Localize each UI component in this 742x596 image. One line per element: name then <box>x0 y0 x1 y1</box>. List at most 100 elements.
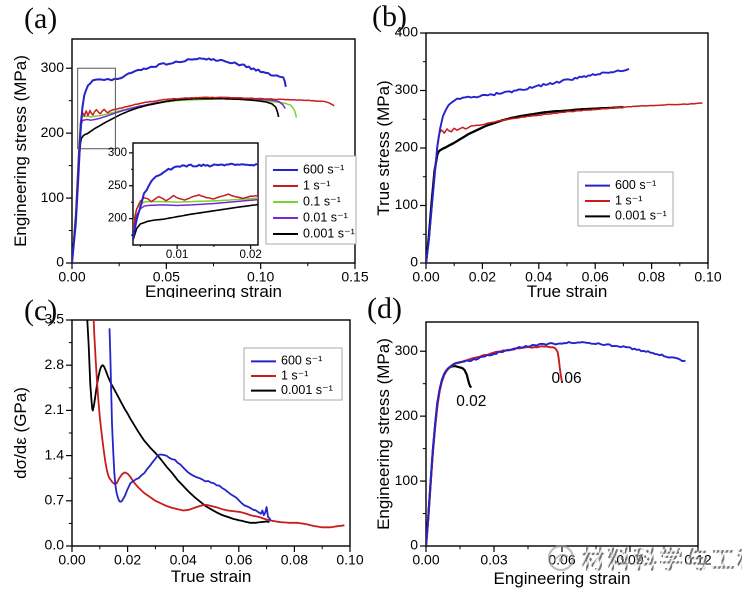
panel-label-c: (c) <box>24 294 58 327</box>
svg-text:0.04: 0.04 <box>170 551 197 567</box>
watermark-logo-icon <box>547 544 575 571</box>
series-0.001-s- <box>133 203 258 243</box>
chart-c-work-hardening-rate: 0.00 0.02 0.04 0.06 0.08 0.10 0.0 0.7 1.4 2.1 2.8 3… <box>11 311 364 586</box>
series-600-s- <box>133 162 258 244</box>
annotation-0.02: 0.02 <box>456 393 486 410</box>
svg-text:200: 200 <box>41 124 65 140</box>
plot-frame <box>425 32 709 264</box>
svg-text:0.01: 0.01 <box>166 249 188 261</box>
panel-b-plot: 0.00 0.02 0.04 0.06 0.08 0.10 0 100 200 300 400 Tru… <box>374 24 722 298</box>
svg-text:200: 200 <box>395 407 419 423</box>
legend-label: 0.001 s⁻¹ <box>303 226 355 240</box>
x-axis-label: True strain <box>527 282 608 298</box>
plot-frame <box>425 321 699 547</box>
legend-label: 0.001 s⁻¹ <box>615 209 667 223</box>
svg-text:0.02: 0.02 <box>114 551 141 567</box>
svg-text:0.00: 0.00 <box>412 551 439 567</box>
svg-text:0.08: 0.08 <box>638 268 665 284</box>
x-axis-label: Engineering strain <box>145 282 282 298</box>
series-1-s- <box>92 320 345 529</box>
panel-d-plot: 0.000.030.060.090.120100200300Engineerin… <box>374 321 712 588</box>
inset-plot: 0.01 0.02 200 250 300 <box>108 142 262 261</box>
series-0.01-s- <box>133 198 258 232</box>
series-0.001-s- <box>86 320 270 524</box>
svg-text:0.15: 0.15 <box>341 268 368 284</box>
series-1-s- <box>426 102 703 263</box>
svg-text:0.0: 0.0 <box>45 537 65 553</box>
legend-label: 1 s⁻¹ <box>615 193 642 207</box>
svg-text:200: 200 <box>108 213 127 225</box>
svg-text:100: 100 <box>395 472 419 488</box>
annotation-0.06: 0.06 <box>551 370 581 387</box>
svg-text:0: 0 <box>56 254 64 270</box>
watermark: 材料科学与工程 <box>546 540 742 575</box>
svg-text:200: 200 <box>395 139 419 155</box>
svg-text:0.04: 0.04 <box>525 268 552 284</box>
svg-text:0.02: 0.02 <box>469 268 496 284</box>
series-0.001-s- <box>72 97 280 263</box>
legend: 600 s⁻¹1 s⁻¹ 0.001 s⁻¹ <box>577 171 674 227</box>
legend-label: 1 s⁻¹ <box>281 368 308 382</box>
svg-text:3.5: 3.5 <box>45 311 65 327</box>
svg-text:100: 100 <box>41 189 65 205</box>
svg-text:0.05: 0.05 <box>153 268 180 284</box>
panel-label-b: (b) <box>372 0 407 33</box>
plot-frame <box>132 142 259 246</box>
legend-label: 1 s⁻¹ <box>303 178 330 192</box>
series-600-s- <box>108 328 272 522</box>
svg-text:300: 300 <box>108 147 127 159</box>
legend-label: 600 s⁻¹ <box>281 354 322 368</box>
svg-text:0.00: 0.00 <box>58 268 85 284</box>
y-axis-label: Engineering stress (MPa) <box>374 338 393 530</box>
chart-b-true-stress-strain: 0.00 0.02 0.04 0.06 0.08 0.10 0 100 200 300 400 Tru… <box>374 24 722 298</box>
series-0.001-s- <box>426 106 624 263</box>
svg-text:0.00: 0.00 <box>412 268 439 284</box>
y-axis-label: Engineering stress (MPa) <box>11 55 30 247</box>
svg-text:0: 0 <box>410 254 418 270</box>
panel-label-d: (d) <box>367 292 402 325</box>
zoom-region-box <box>77 67 116 150</box>
x-axis-label: True strain <box>171 567 252 586</box>
panel-label-a: (a) <box>24 2 58 35</box>
legend: 600 s⁻¹ 1 s⁻¹ 0.1 s⁻¹ 0.01 s⁻¹ 0.001 s⁻¹ <box>265 155 357 245</box>
svg-text:0.7: 0.7 <box>45 492 65 508</box>
legend-label: 0.1 s⁻¹ <box>303 194 341 208</box>
svg-text:250: 250 <box>108 180 127 192</box>
series-0.06-interrupted <box>426 345 563 546</box>
svg-text:300: 300 <box>395 81 419 97</box>
svg-text:0.00: 0.00 <box>58 551 85 567</box>
legend-label: 0.001 s⁻¹ <box>281 383 333 397</box>
series-1-s- <box>72 96 335 263</box>
series-0.1-s- <box>133 197 258 227</box>
svg-text:400: 400 <box>395 24 419 40</box>
svg-text:300: 300 <box>395 342 419 358</box>
chart-a-engineering-stress-strain: 0.00 0.05 0.10 0.15 0 100 200 300 Engineering st… <box>11 38 369 298</box>
svg-text:2.8: 2.8 <box>45 356 65 372</box>
svg-text:0.08: 0.08 <box>281 551 308 567</box>
svg-text:0.10: 0.10 <box>694 268 721 284</box>
legend: 600 s⁻¹1 s⁻¹0.001 s⁻¹ <box>243 347 343 401</box>
series-600-s-full <box>426 341 686 546</box>
svg-text:0.10: 0.10 <box>336 551 363 567</box>
svg-text:300: 300 <box>41 59 65 75</box>
panel-a-plot: 0.00 0.05 0.10 0.15 0 100 200 300 Engineering st… <box>11 38 369 298</box>
svg-text:100: 100 <box>395 196 419 212</box>
y-axis-label: dσ/dε (GPa) <box>11 387 30 479</box>
panel-c-plot: 0.00 0.02 0.04 0.06 0.08 0.10 0.0 0.7 1.4 2.1 2.8 3… <box>11 311 364 586</box>
svg-text:0.06: 0.06 <box>582 268 609 284</box>
legend-label: 600 s⁻¹ <box>615 178 656 192</box>
svg-text:1.4: 1.4 <box>45 446 65 462</box>
svg-text:0.06: 0.06 <box>225 551 252 567</box>
chart-d-interrupted-tests: 0.000.030.060.090.120100200300Engineerin… <box>374 321 712 588</box>
legend-label: 600 s⁻¹ <box>303 162 344 176</box>
svg-text:0.02: 0.02 <box>239 249 261 261</box>
svg-text:0.09: 0.09 <box>616 551 643 567</box>
series-600-s- <box>72 57 287 263</box>
svg-text:0.12: 0.12 <box>684 551 711 567</box>
svg-text:2.1: 2.1 <box>45 401 65 417</box>
watermark-text: 材料科学与工程 <box>581 540 742 575</box>
series-600-s- <box>426 68 630 263</box>
legend-label: 0.01 s⁻¹ <box>303 210 348 224</box>
svg-text:0.03: 0.03 <box>480 551 507 567</box>
